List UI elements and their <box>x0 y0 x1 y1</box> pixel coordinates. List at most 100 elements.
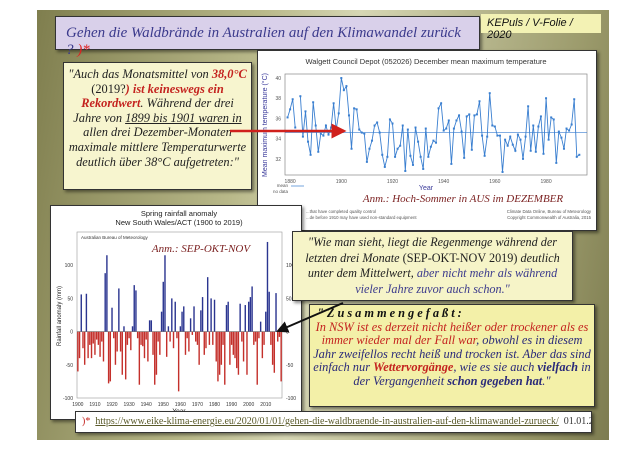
x-tick-label: 2000 <box>243 402 254 408</box>
temperature-point <box>437 107 440 110</box>
quote-rainfall: "Wie man sieht, liegt die Regenmenge wäh… <box>292 231 573 301</box>
rainfall-bar <box>201 297 204 332</box>
rainfall-bar <box>94 331 96 355</box>
rainfall-bar <box>232 331 235 355</box>
temperature-point <box>345 85 348 88</box>
temperature-point <box>435 141 437 144</box>
rainfall-bar <box>200 310 202 332</box>
rainfall-bar <box>174 301 176 332</box>
rainfall-bar <box>133 285 135 332</box>
temperature-point <box>432 139 435 142</box>
temperature-point <box>327 133 330 136</box>
rainfall-bar <box>99 331 101 357</box>
rainfall-bar <box>159 331 161 355</box>
footnote-left: ...that have completed quality control <box>306 209 376 214</box>
temperature-point <box>411 163 414 166</box>
temperature-point <box>427 155 430 158</box>
title-footnote-mark: )* <box>77 42 90 58</box>
temperature-point <box>534 150 537 153</box>
rainfall-bar <box>95 331 98 340</box>
rainfall-bar <box>172 331 175 349</box>
temperature-point <box>547 138 550 141</box>
temperature-point <box>568 129 571 132</box>
rainfall-bar <box>189 318 192 332</box>
summary-text: in der Vergangenheit <box>353 360 591 388</box>
temperature-point <box>353 107 356 110</box>
summary-text-red: In NSW ist es derzeit nicht heißer oder … <box>315 319 589 348</box>
rainfall-bar <box>208 331 211 345</box>
temperature-point <box>565 127 568 130</box>
rainfall-bar <box>87 331 89 359</box>
rainfall-bar <box>89 331 91 345</box>
y-tick-label: 50 <box>67 296 73 302</box>
temperature-point <box>504 138 507 141</box>
chart-title: Spring rainfall anomaly <box>141 209 218 218</box>
temperature-point <box>483 154 486 157</box>
x-tick-label: 1940 <box>438 179 449 185</box>
rainfall-bar <box>150 320 153 332</box>
y-tick-label: 34 <box>275 137 281 143</box>
legend-no-data: no data <box>273 189 289 194</box>
rainfall-bar <box>280 331 282 382</box>
x-tick-label: 1980 <box>209 402 220 408</box>
rainfall-bar <box>118 288 120 332</box>
y-tick-label: 32 <box>275 157 281 163</box>
y-tick-label: 0 <box>70 330 73 336</box>
temperature-point <box>386 155 389 158</box>
temperature-point <box>309 153 312 156</box>
temperature-point <box>429 145 432 148</box>
rainfall-bar <box>198 331 200 365</box>
rainfall-bar <box>254 331 257 342</box>
rainfall-bar <box>136 331 139 339</box>
summary-highlight-weather: Wettervorgänge <box>373 360 454 375</box>
rainfall-bar <box>184 331 187 355</box>
temperature-point <box>424 127 427 130</box>
temperature-point <box>335 128 338 131</box>
temperature-point <box>342 89 345 92</box>
rainfall-bar <box>253 331 255 345</box>
rainfall-bar <box>183 306 185 332</box>
temperature-point <box>322 134 325 137</box>
rainfall-bar <box>263 331 265 345</box>
temperature-point <box>506 144 509 147</box>
temperature-point <box>289 108 292 111</box>
quote-temperature: "Auch das Monatsmittel von 38,0°C (2019?… <box>63 62 252 190</box>
temperature-point <box>406 128 409 131</box>
chart-annotation: Anm.: SEP-OKT-NOV <box>151 243 251 255</box>
temperature-point <box>383 165 386 168</box>
temperature-point <box>529 149 532 152</box>
rainfall-bar <box>229 331 231 365</box>
rainfall-bar <box>259 321 262 332</box>
rainfall-bar <box>167 326 170 332</box>
temperature-point <box>409 154 412 157</box>
rainfall-bar <box>205 331 207 349</box>
rainfall-bar <box>164 255 166 332</box>
rainfall-bar <box>193 306 195 332</box>
rainfall-bar <box>230 331 233 345</box>
temperature-point <box>388 118 391 121</box>
source-link[interactable]: https://www.eike-klima-energie.eu/2020/0… <box>95 416 559 427</box>
rainfall-bar <box>131 326 134 332</box>
x-tick-label: 1960 <box>175 402 186 408</box>
temperature-point <box>473 114 476 117</box>
temperature-point <box>532 124 535 127</box>
rainfall-bar <box>275 293 277 332</box>
rainfall-bar <box>261 331 264 359</box>
y-tick-label: 38 <box>275 96 281 102</box>
y-tick-label-right: -100 <box>286 396 296 402</box>
rainfall-bar <box>78 331 81 359</box>
rainfall-bar <box>203 331 205 355</box>
temperature-point <box>522 157 525 160</box>
rainfall-bar <box>92 331 94 344</box>
temperature-point <box>465 115 468 118</box>
chart-subtitle: New South Wales/ACT (1900 to 2019) <box>115 218 243 227</box>
rainfall-bar <box>124 331 127 380</box>
rainfall-bar <box>169 331 171 342</box>
legend-mean: mean <box>277 183 289 188</box>
rainfall-bar <box>188 331 190 352</box>
temperature-point <box>488 92 491 95</box>
rainfall-bar <box>186 331 188 339</box>
rainfall-bar <box>114 331 117 365</box>
temperature-point <box>463 156 466 159</box>
y-axis-label: Rainfall anomaly (mm) <box>57 286 63 346</box>
